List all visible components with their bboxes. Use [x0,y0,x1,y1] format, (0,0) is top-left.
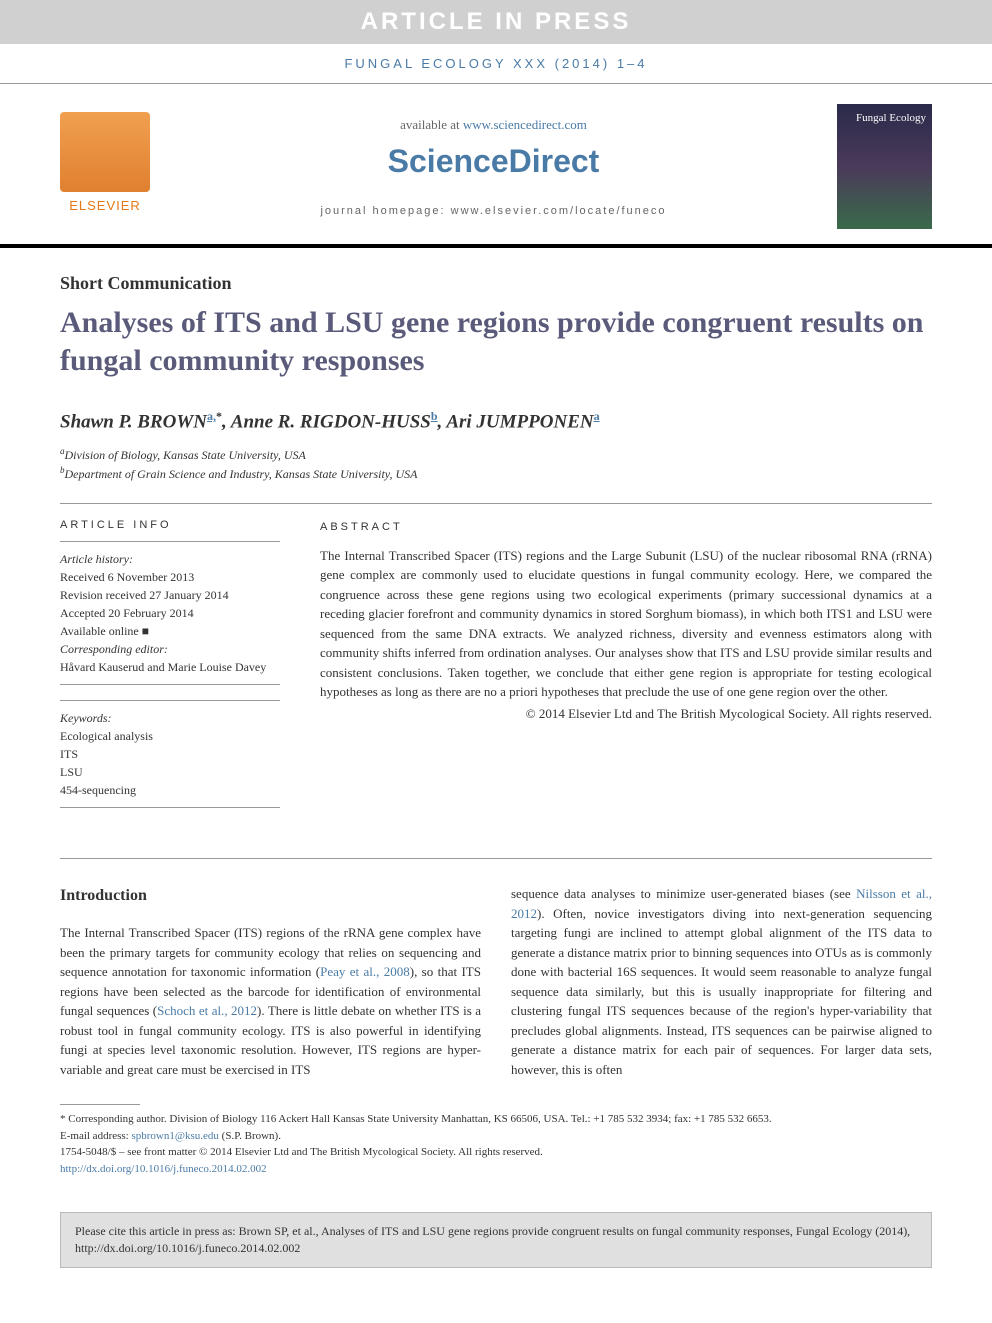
available-at: available at www.sciencedirect.com [150,117,837,133]
article-type: Short Communication [60,273,932,294]
keyword-4: 454-sequencing [60,781,280,799]
schoch-ref-link[interactable]: Schoch et al., 2012 [157,1003,257,1018]
journal-cover-title: Fungal Ecology [856,112,926,124]
peay-ref-link[interactable]: Peay et al., 2008 [320,964,410,979]
keyword-3: LSU [60,763,280,781]
info-abstract-row: ARTICLE INFO Article history: Received 6… [60,519,932,823]
body-column-left: Introduction The Internal Transcribed Sp… [60,884,481,1079]
revision-date: Revision received 27 January 2014 [60,586,280,604]
footer: * Corresponding author. Division of Biol… [0,1104,992,1197]
affiliation-a: aDivision of Biology, Kansas State Unive… [60,445,932,464]
affil-text-b: Department of Grain Science and Industry… [65,467,418,481]
citation-box: Please cite this article in press as: Br… [60,1212,932,1268]
abstract-column: ABSTRACT The Internal Transcribed Spacer… [320,519,932,823]
author-list: Shawn P. BROWNa,*, Anne R. RIGDON-HUSSb,… [60,409,932,433]
article-info-heading: ARTICLE INFO [60,519,280,531]
intro-paragraph-1: The Internal Transcribed Spacer (ITS) re… [60,923,481,1079]
corr-label: * Corresponding author. [60,1113,167,1125]
doi-link[interactable]: http://dx.doi.org/10.1016/j.funeco.2014.… [60,1163,267,1175]
article-history-block: Article history: Received 6 November 201… [60,541,280,685]
issn-line: 1754-5048/$ – see front matter © 2014 El… [60,1144,932,1161]
affiliations: aDivision of Biology, Kansas State Unive… [60,445,932,483]
author-1-corr: * [216,409,222,423]
corr-editor-label: Corresponding editor: [60,640,280,658]
corr-text: Division of Biology 116 Ackert Hall Kans… [167,1113,772,1125]
homepage-text: journal homepage: www.elsevier.com/locat… [150,205,837,217]
keywords-label: Keywords: [60,709,280,727]
keyword-2: ITS [60,745,280,763]
elsevier-tree-icon [60,112,150,192]
corr-editor: Håvard Kauserud and Marie Louise Davey [60,658,280,676]
keyword-1: Ecological analysis [60,727,280,745]
abstract-text: The Internal Transcribed Spacer (ITS) re… [320,546,932,702]
elsevier-text: ELSEVIER [60,198,150,213]
affil-text-a: Division of Biology, Kansas State Univer… [65,448,306,462]
intro-heading: Introduction [60,884,481,908]
content-area: Short Communication Analyses of ITS and … [0,248,992,1104]
sciencedirect-link[interactable]: www.sciencedirect.com [463,117,587,132]
abstract-copyright: © 2014 Elsevier Ltd and The British Myco… [320,704,932,724]
email-label: E-mail address: [60,1130,131,1142]
author-3-affil[interactable]: a [594,409,600,423]
abstract-heading: ABSTRACT [320,519,932,536]
body-column-right: sequence data analyses to minimize user-… [511,884,932,1079]
journal-cover-thumbnail: Fungal Ecology [837,104,932,229]
in-press-banner: ARTICLE IN PRESS [0,0,992,44]
elsevier-logo: ELSEVIER [60,112,150,222]
article-title: Analyses of ITS and LSU gene regions pro… [60,304,932,379]
affiliation-b: bDepartment of Grain Science and Industr… [60,464,932,483]
col2-text-b: ). Often, novice investigators diving in… [511,906,932,1077]
author-1-affil[interactable]: a, [207,409,216,423]
author-2: Anne R. RIGDON-HUSS [231,411,431,432]
article-info-column: ARTICLE INFO Article history: Received 6… [60,519,280,823]
email-suffix: (S.P. Brown). [219,1130,281,1142]
homepage-label: journal homepage: [320,205,450,217]
section-divider [60,858,932,859]
homepage-url: www.elsevier.com/locate/funeco [451,205,667,217]
history-label: Article history: [60,550,280,568]
sciencedirect-logo: ScienceDirect [150,143,837,180]
received-date: Received 6 November 2013 [60,568,280,586]
available-prefix: available at [400,117,463,132]
accepted-date: Accepted 20 February 2014 [60,604,280,622]
available-online: Available online ■ [60,622,280,640]
divider [60,503,932,504]
corresponding-author-line: * Corresponding author. Division of Biol… [60,1111,932,1128]
intro-paragraph-2: sequence data analyses to minimize user-… [511,884,932,1079]
author-1: Shawn P. BROWN [60,411,207,432]
email-line: E-mail address: spbrown1@ksu.edu (S.P. B… [60,1128,932,1145]
body-columns: Introduction The Internal Transcribed Sp… [60,884,932,1079]
keywords-block: Keywords: Ecological analysis ITS LSU 45… [60,700,280,808]
header-center: available at www.sciencedirect.com Scien… [150,117,837,217]
author-3: Ari JUMPPONEN [446,411,593,432]
email-link[interactable]: spbrown1@ksu.edu [131,1130,218,1142]
header-box: ELSEVIER available at www.sciencedirect.… [0,83,992,248]
col2-text-a: sequence data analyses to minimize user-… [511,886,856,901]
author-2-affil[interactable]: b [431,409,438,423]
journal-reference: FUNGAL ECOLOGY XXX (2014) 1–4 [0,44,992,83]
footer-divider [60,1104,140,1105]
